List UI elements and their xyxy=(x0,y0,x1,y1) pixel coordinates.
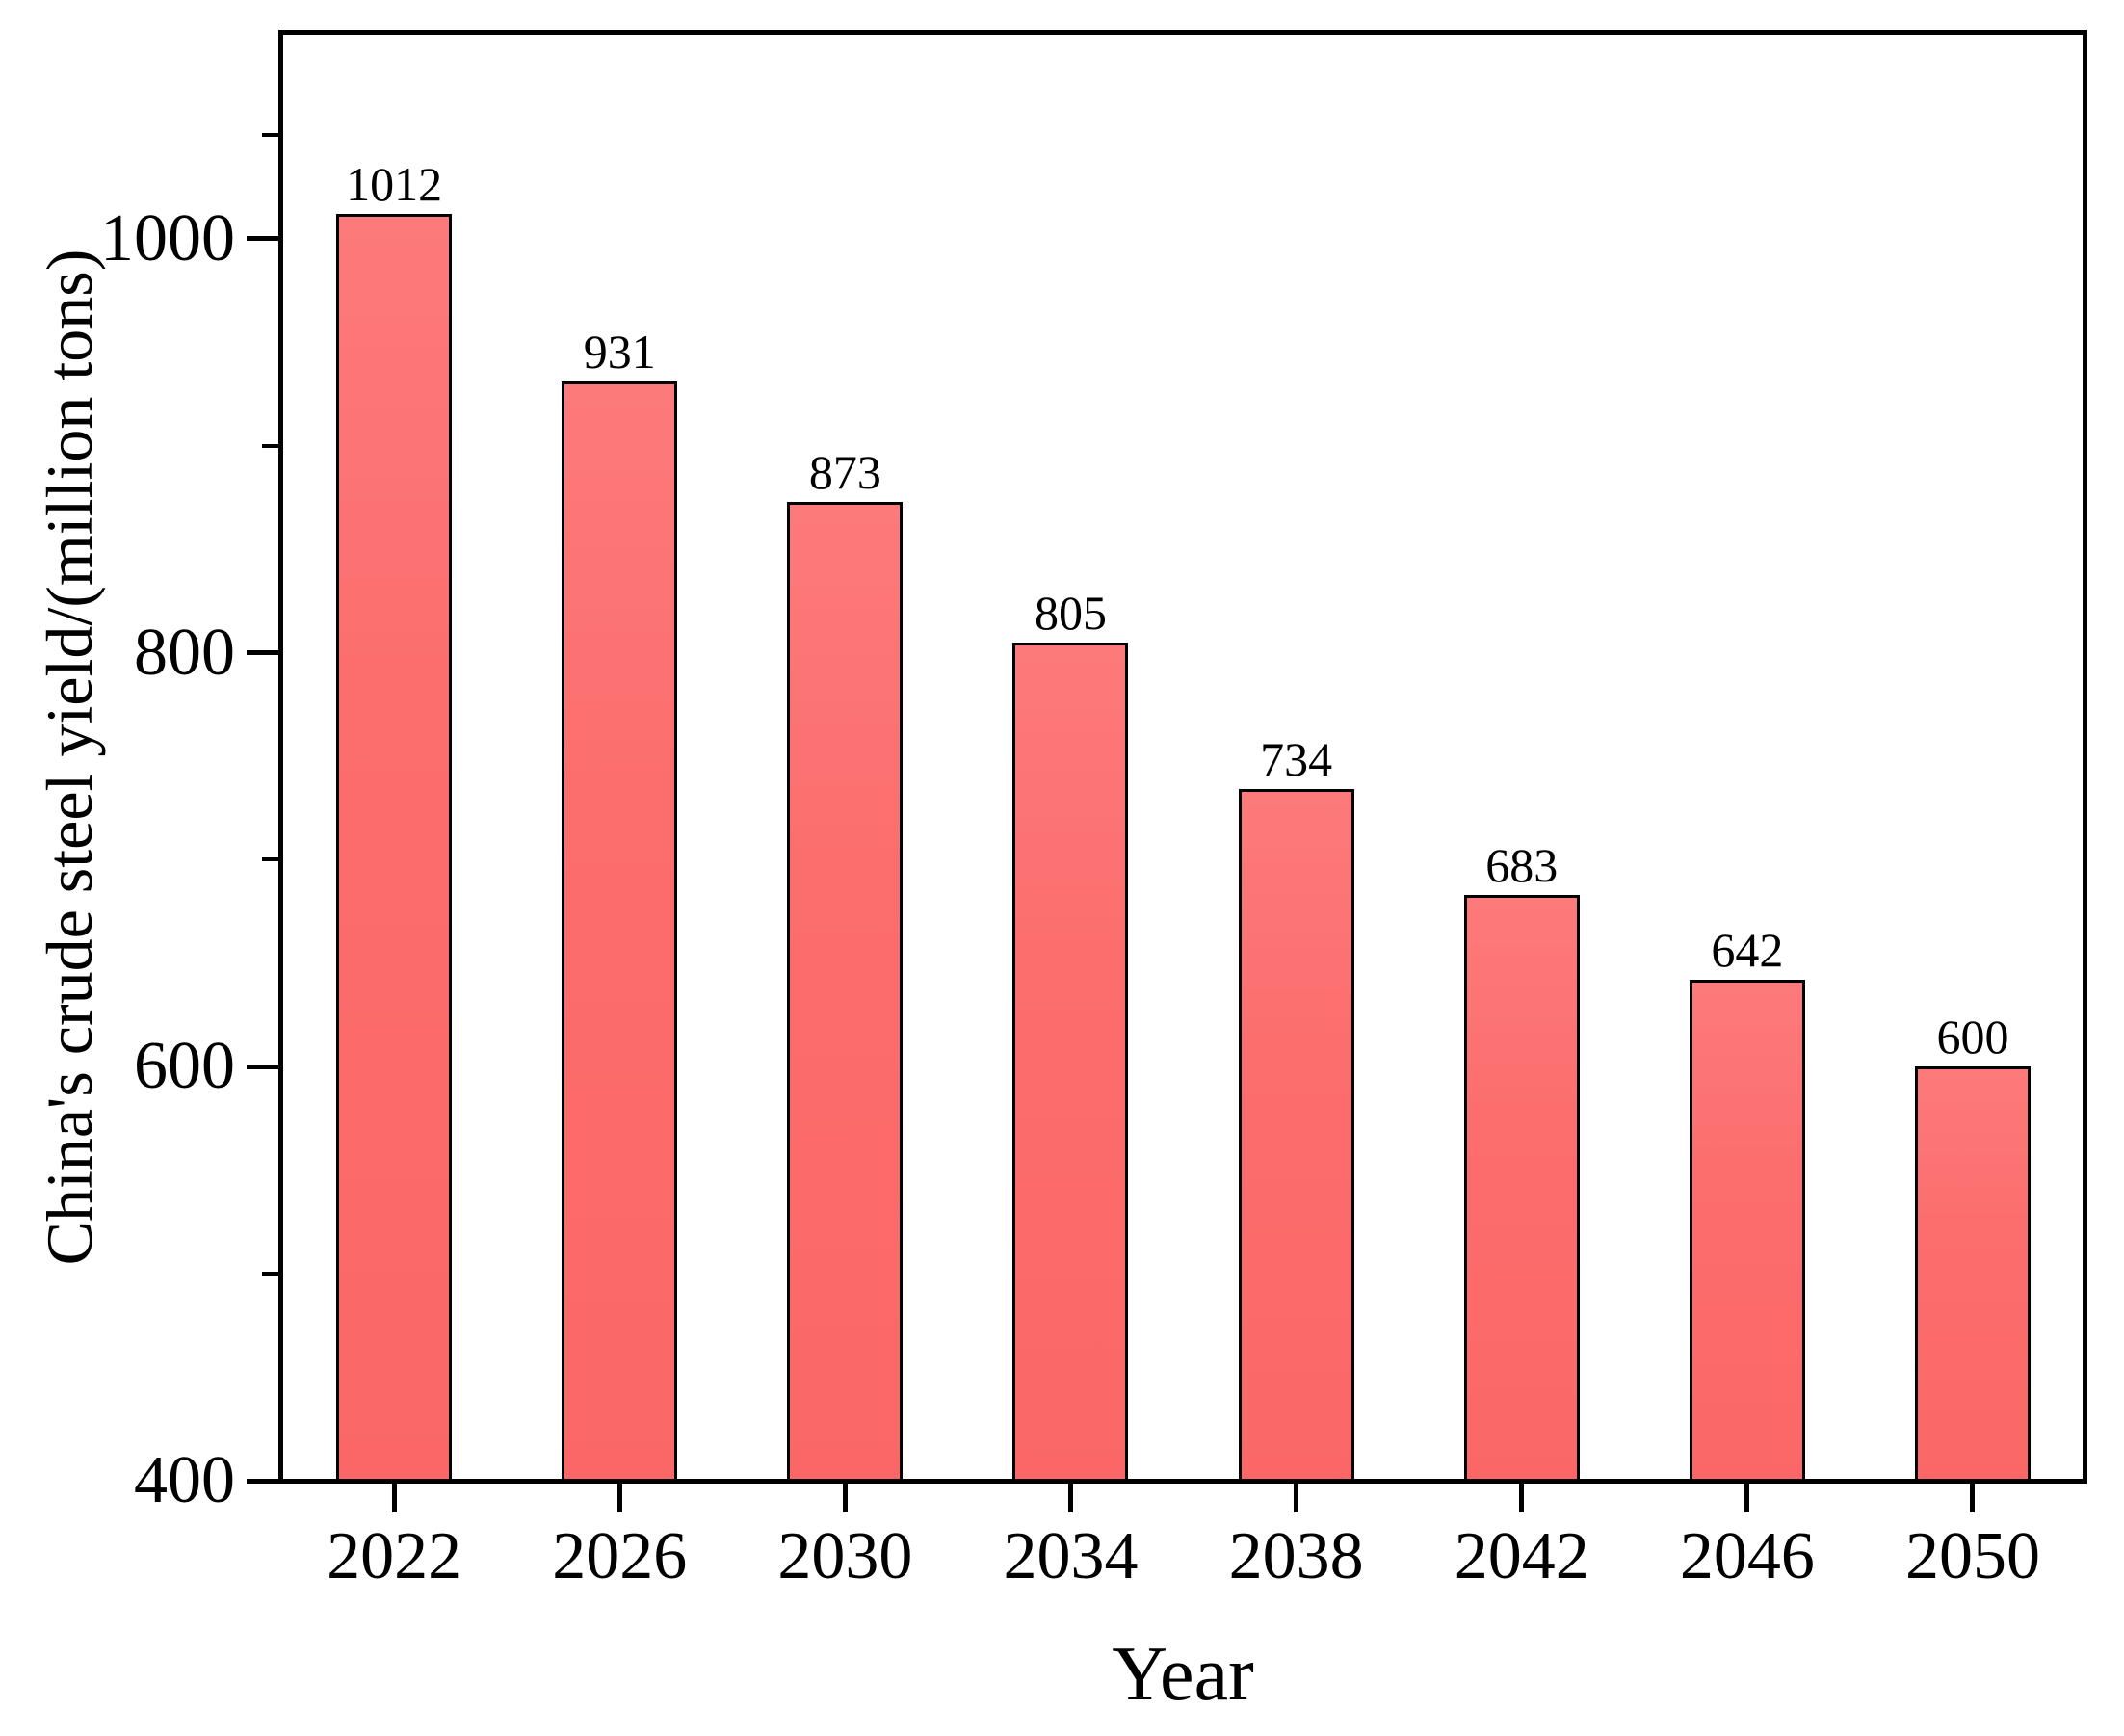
bar-value-label: 931 xyxy=(583,325,656,380)
bar-value-label: 683 xyxy=(1485,837,1559,892)
y-tick-label: 1000 xyxy=(100,200,235,276)
y-tick-label: 800 xyxy=(134,615,235,690)
bar-2026 xyxy=(562,381,678,1481)
bar-2034 xyxy=(1012,642,1129,1481)
y-major-tick xyxy=(247,236,281,242)
x-tick-label: 2034 xyxy=(1003,1519,1139,1593)
bar-2030 xyxy=(787,501,904,1481)
x-tick-label: 2050 xyxy=(1904,1519,2040,1593)
x-tick-label: 2046 xyxy=(1679,1519,1815,1593)
bar-value-label: 734 xyxy=(1260,732,1333,787)
y-major-tick xyxy=(247,650,281,656)
y-minor-tick xyxy=(262,133,281,138)
y-major-tick xyxy=(247,1478,281,1484)
x-tick xyxy=(1519,1481,1525,1512)
y-axis-title: China's crude steel yield/(million tons) xyxy=(33,249,106,1266)
bar-value-label: 642 xyxy=(1711,923,1784,978)
bar-2042 xyxy=(1463,894,1580,1481)
x-tick-label: 2022 xyxy=(327,1519,462,1593)
plot-frame xyxy=(278,30,2087,1484)
y-major-tick xyxy=(247,1064,281,1069)
x-tick-label: 2026 xyxy=(552,1519,688,1593)
x-tick xyxy=(1067,1481,1073,1512)
x-axis-title: Year xyxy=(1112,1632,1254,1717)
x-tick xyxy=(616,1481,622,1512)
x-tick-label: 2042 xyxy=(1454,1519,1589,1593)
bar-2038 xyxy=(1238,789,1354,1481)
bar-2046 xyxy=(1689,980,1805,1481)
x-tick xyxy=(1294,1481,1299,1512)
bar-value-label: 873 xyxy=(808,444,881,499)
bar-value-label: 600 xyxy=(1936,1010,2009,1065)
x-tick xyxy=(1970,1481,1976,1512)
x-tick xyxy=(842,1481,848,1512)
y-minor-tick xyxy=(262,1272,281,1276)
x-tick xyxy=(1744,1481,1750,1512)
bar-value-label: 805 xyxy=(1034,585,1107,640)
x-tick xyxy=(391,1481,397,1512)
y-tick-label: 600 xyxy=(134,1029,235,1104)
y-tick-label: 400 xyxy=(134,1443,235,1517)
x-tick-label: 2038 xyxy=(1228,1519,1364,1593)
x-tick-label: 2030 xyxy=(777,1519,913,1593)
bar-2022 xyxy=(336,214,453,1481)
y-minor-tick xyxy=(262,443,281,448)
bar-value-label: 1012 xyxy=(346,157,443,212)
y-minor-tick xyxy=(262,857,281,862)
bar-2050 xyxy=(1914,1066,2031,1481)
